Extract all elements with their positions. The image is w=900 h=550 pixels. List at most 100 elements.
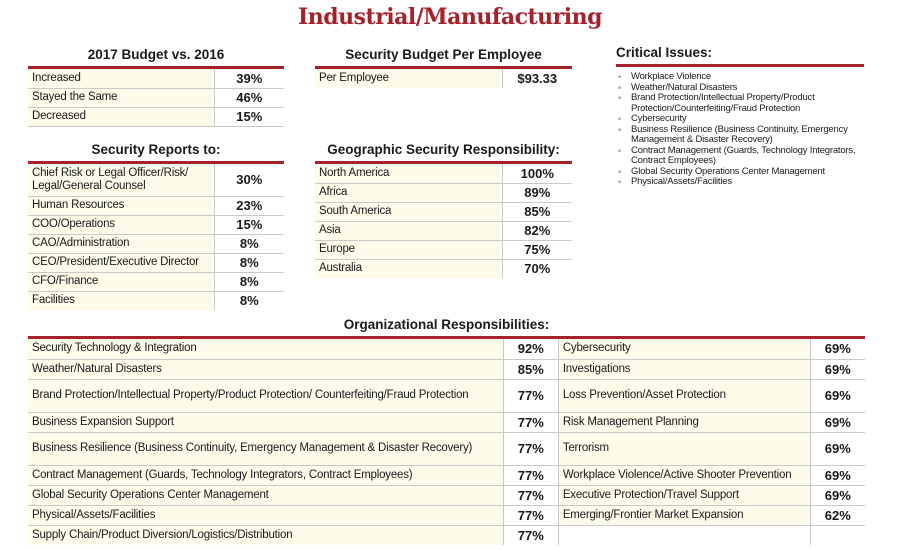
row-label: Cybersecurity (557, 339, 810, 360)
org-responsibilities-table: Security Technology & Integration 92% Cy… (28, 339, 865, 545)
item-text: Workplace Violence (631, 71, 712, 82)
row-label: Facilities (28, 291, 214, 310)
table-row: Physical/Assets/Facilities 77% Emerging/… (28, 505, 865, 526)
row-value: 8% (213, 291, 284, 310)
item-text: Cybersecurity (631, 113, 687, 124)
row-value: 77% (502, 465, 559, 486)
table-row: Global Security Operations Center Manage… (28, 485, 865, 506)
row-label: Brand Protection/Intellectual Property/P… (28, 379, 504, 413)
row-value: 15% (213, 215, 284, 235)
bullet-icon: • (618, 72, 621, 82)
row-value: 69% (809, 412, 865, 433)
per-employee-title: Security Budget Per Employee (345, 47, 542, 62)
reports-to-section: Security Reports to: Chief Risk or Legal… (28, 141, 284, 310)
budget-title: 2017 Budget vs. 2016 (87, 47, 225, 62)
row-label: Supply Chain/Product Diversion/Logistics… (28, 525, 504, 545)
row-label: Africa (315, 183, 502, 203)
row-value: 69% (809, 339, 865, 360)
row-label: South America (315, 202, 502, 222)
bullet-icon: • (618, 93, 621, 103)
org-responsibilities-title: Organizational Responsibilities: (343, 317, 550, 332)
row-label: Business Resilience (Business Continuity… (28, 432, 504, 466)
row-value: 89% (501, 183, 572, 203)
title-rule (28, 66, 284, 69)
row-value: 85% (502, 359, 559, 380)
row-label: Chief Risk or Legal Officer/Risk/ Legal/… (28, 164, 214, 197)
per-employee-table: Per Employee $93.33 (315, 69, 572, 88)
table-row: Per Employee $93.33 (315, 69, 572, 88)
row-value: 39% (213, 69, 284, 89)
row-label: Australia (315, 259, 502, 278)
title-rule (28, 336, 865, 339)
list-item: • Contract Management (Guards, Technology… (616, 145, 864, 167)
table-row: Stayed the Same 46% (28, 88, 284, 108)
list-item: • Workplace Violence (616, 71, 864, 83)
row-label: Increased (28, 69, 214, 89)
item-text: Weather/Natural Disasters (631, 81, 738, 93)
row-label: Weather/Natural Disasters (28, 359, 504, 380)
geographic-title: Geographic Security Responsibility: (327, 142, 560, 157)
geographic-table: North America 100% Africa 89% South Americ… (315, 164, 572, 278)
row-value: 69% (809, 485, 865, 506)
bullet-icon: • (618, 145, 621, 156)
table-row: CEO/President/Executive Director 8% (28, 253, 284, 273)
row-value: $93.33 (501, 69, 572, 88)
row-label: Security Technology & Integration (28, 339, 504, 360)
table-row: South America 85% (315, 202, 572, 222)
title-rule (616, 64, 864, 67)
bullet-icon: • (618, 177, 621, 187)
table-row: Business Resilience (Business Continuity… (28, 432, 865, 466)
row-label: Human Resources (28, 196, 214, 216)
row-value: 77% (502, 432, 559, 466)
row-label: Europe (315, 240, 502, 260)
row-label: Stayed the Same (28, 88, 214, 108)
row-value: 100% (501, 164, 572, 184)
row-value: 69% (809, 359, 865, 380)
geographic-section: Geographic Security Responsibility: Nort… (315, 141, 572, 278)
title-rule (315, 161, 572, 164)
item-text: Business Resilience (Business Continuity… (631, 123, 848, 145)
row-value: 15% (213, 107, 284, 127)
row-label: Emerging/Frontier Market Expansion (557, 505, 810, 526)
reports-to-table: Chief Risk or Legal Officer/Risk/ Legal/… (28, 164, 284, 310)
table-row: CAO/Administration 8% (28, 234, 284, 254)
table-row: Facilities 8% (28, 291, 284, 310)
list-item: • Weather/Natural Disasters (616, 81, 864, 94)
row-value: 92% (502, 339, 559, 360)
table-row: Australia 70% (315, 259, 572, 278)
table-row: Increased 39% (28, 69, 284, 89)
table-row: Decreased 15% (28, 107, 284, 127)
item-text: Physical/Assets/Facilities (631, 176, 732, 187)
row-label: COO/Operations (28, 215, 214, 235)
item-text: Global Security Operations Center Manage… (631, 165, 825, 177)
row-label: Risk Management Planning (557, 412, 810, 433)
row-label: Per Employee (315, 69, 502, 88)
table-row: Human Resources 23% (28, 196, 284, 216)
row-value: 77% (502, 505, 559, 526)
row-value: 69% (809, 432, 865, 466)
row-label (557, 525, 810, 545)
bullet-icon: • (618, 166, 621, 177)
row-label: Executive Protection/Travel Support (557, 485, 810, 506)
row-value: 30% (213, 164, 284, 197)
list-item: • Business Resilience (Business Continuit… (616, 123, 864, 146)
per-employee-section: Security Budget Per Employee Per Employe… (315, 46, 572, 88)
page-title: Industrial/Manufacturing (297, 4, 603, 30)
row-value: 75% (501, 240, 572, 260)
table-row: Business Expansion Support 77% Risk Mana… (28, 412, 865, 433)
row-label: CEO/President/Executive Director (28, 253, 214, 273)
table-row: COO/Operations 15% (28, 215, 284, 235)
bullet-icon: • (618, 114, 621, 124)
row-label: Workplace Violence/Active Shooter Preven… (557, 465, 810, 486)
bullet-icon: • (618, 82, 621, 93)
critical-issues-title: Critical Issues: (616, 45, 713, 60)
row-label: Physical/Assets/Facilities (28, 505, 504, 526)
bullet-icon: • (618, 124, 621, 135)
budget-table: Increased 39% Stayed the Same 46% Decrease… (28, 69, 284, 127)
row-value: 69% (809, 465, 865, 486)
row-label: CFO/Finance (28, 272, 214, 292)
row-label: Global Security Operations Center Manage… (28, 485, 504, 506)
list-item: • Global Security Operations Center Manag… (616, 165, 864, 178)
row-label: Contract Management (Guards, Technology … (28, 465, 504, 486)
table-row: Chief Risk or Legal Officer/Risk/ Legal/… (28, 164, 284, 197)
